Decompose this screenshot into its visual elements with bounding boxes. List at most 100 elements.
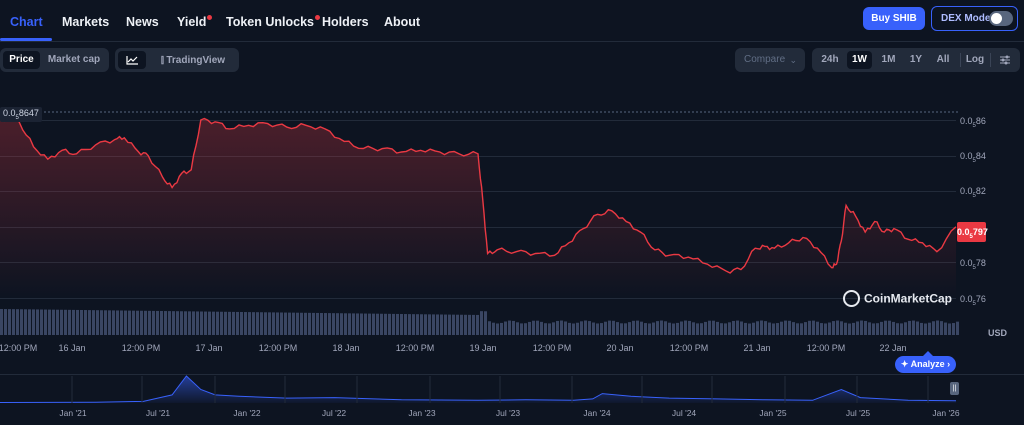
volume-bar (0, 309, 3, 335)
volume-bar (152, 310, 155, 335)
volume-bar (220, 311, 223, 335)
volume-bar (844, 322, 847, 335)
volume-bar (156, 310, 159, 335)
volume-bar (420, 314, 423, 335)
volume-bar (668, 322, 671, 335)
volume-bar (316, 312, 319, 335)
volume-bar (592, 322, 595, 335)
volume-bar (552, 322, 555, 335)
volume-bar (40, 309, 43, 335)
range-1y[interactable]: 1Y (909, 54, 923, 65)
volume-bar (944, 322, 947, 335)
volume-bar (796, 323, 799, 335)
dex-mode-toggle[interactable]: DEX Mode (931, 6, 1018, 31)
volume-bar (836, 320, 839, 335)
volume-bar (116, 310, 119, 335)
tab-chart[interactable]: Chart (10, 15, 43, 29)
range-24h[interactable]: 24h (821, 54, 839, 65)
volume-bar (172, 311, 175, 335)
volume-bar (880, 321, 883, 335)
volume-bar (528, 321, 531, 335)
volume-bar (48, 309, 51, 335)
volume-bar (816, 321, 819, 335)
volume-bar (208, 311, 211, 335)
settings-button[interactable] (994, 51, 1016, 69)
volume-bar (956, 321, 959, 335)
volume-bar (360, 313, 363, 335)
chevron-down-icon: ⌄ (789, 55, 797, 65)
volume-bar (588, 321, 591, 335)
y-tick-label: 0.0576 (960, 294, 986, 307)
volume-bar (540, 321, 543, 335)
range-all[interactable]: All (936, 54, 950, 65)
volume-bar (664, 321, 667, 335)
volume-bar (376, 313, 379, 335)
volume-bar (784, 320, 787, 335)
compare-dropdown[interactable]: Compare ⌄ (735, 48, 805, 72)
volume-bar (852, 322, 855, 335)
range-1m[interactable]: 1M (881, 54, 896, 65)
volume-bar (748, 323, 751, 335)
navigator-tick-label: Jan '24 (583, 408, 611, 418)
volume-bar (412, 314, 415, 335)
log-scale-button[interactable]: Log (965, 54, 985, 65)
navigator-drag-handle[interactable]: || (950, 382, 959, 395)
navigator-tick-label: Jul '21 (145, 408, 171, 418)
toggle-switch[interactable] (989, 11, 1013, 26)
navigator-tick-label: Jan '21 (59, 408, 87, 418)
volume-bar (384, 313, 387, 335)
volume-bar (452, 314, 455, 335)
volume-bar (244, 312, 247, 335)
volume-bar (488, 321, 491, 335)
volume-bar (916, 321, 919, 335)
tab-about[interactable]: About (384, 15, 421, 29)
analyze-button[interactable]: ✦ Analyze › (895, 351, 956, 373)
volume-bar (584, 320, 587, 335)
divider (990, 53, 991, 67)
current-price-prefix: 0.0 (957, 227, 970, 237)
volume-bar (616, 322, 619, 335)
volume-bar (36, 309, 39, 335)
tradingview-button[interactable]: ⫿ TradingView (151, 51, 235, 69)
volume-bar (680, 321, 683, 335)
volume-bar (832, 321, 835, 335)
buy-button[interactable]: Buy SHIB (863, 7, 925, 30)
volume-bar (704, 321, 707, 335)
tab-holders[interactable]: Holders (322, 15, 369, 29)
volume-bar (328, 313, 331, 335)
line-chart-button[interactable] (118, 51, 146, 69)
top-nav: Chart Markets News Yield Token Unlocks H… (0, 0, 1024, 42)
navigator-tick-label: Jan '26 (932, 408, 960, 418)
volume-bar (160, 311, 163, 335)
tab-token-unlocks[interactable]: Token Unlocks (226, 15, 320, 29)
volume-bar (720, 323, 723, 335)
tab-markets[interactable]: Markets (62, 15, 110, 29)
analyze-label: Analyze (910, 359, 945, 369)
volume-bar (352, 313, 355, 335)
volume-bar (224, 311, 227, 335)
volume-bar (52, 309, 55, 335)
volume-bar (28, 309, 31, 335)
volume-bar (204, 311, 207, 335)
tab-yield[interactable]: Yield (177, 15, 213, 29)
volume-bar (408, 314, 411, 335)
volume-bar (928, 322, 931, 335)
volume-bar (444, 314, 447, 335)
dex-mode-label: DEX Mode (941, 13, 991, 24)
volume-bar (56, 309, 59, 335)
volume-bar (252, 312, 255, 335)
market-cap-button[interactable]: Market cap (47, 54, 101, 65)
volume-bar (380, 313, 383, 335)
volume-bar (100, 310, 103, 335)
volume-bar (292, 312, 295, 335)
volume-bar (404, 314, 407, 335)
tab-news[interactable]: News (126, 15, 159, 29)
volume-bar (388, 313, 391, 335)
volume-bar (84, 310, 87, 335)
x-tick-label: 22 Jan (879, 343, 907, 353)
sparkle-icon: ✦ (900, 359, 911, 369)
range-1w[interactable]: 1W (847, 51, 872, 69)
price-button[interactable]: Price (3, 51, 40, 69)
chart-type-switch: ⫿ TradingView (115, 48, 239, 72)
